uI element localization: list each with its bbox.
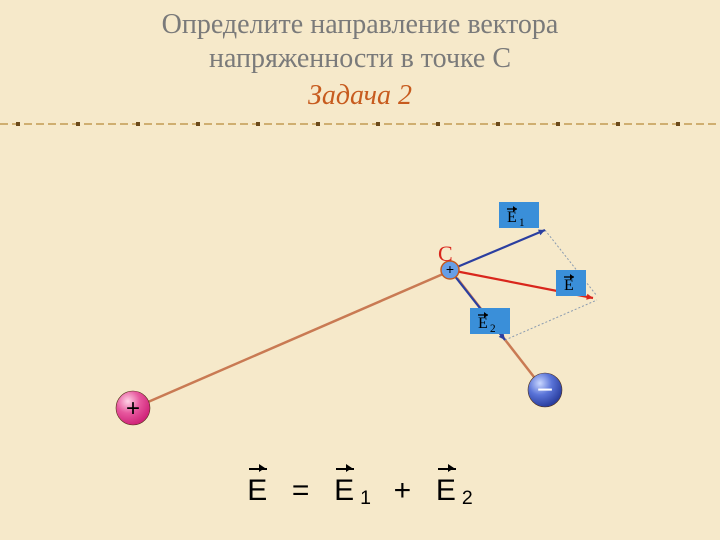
- svg-text:E: E: [478, 315, 488, 332]
- svg-text:+: +: [126, 395, 140, 422]
- eq-plus: +: [394, 474, 414, 507]
- eq-sub2: 2: [460, 487, 475, 509]
- svg-text:E: E: [564, 277, 574, 294]
- svg-text:С: С: [438, 241, 453, 266]
- eq-equals: =: [292, 474, 312, 507]
- eq-E: E: [245, 474, 271, 508]
- title-line2: напряженности в точке С: [209, 43, 511, 74]
- svg-text:−: −: [537, 374, 553, 405]
- page-title: Определите направление вектора напряженн…: [0, 8, 720, 75]
- svg-text:2: 2: [490, 323, 496, 335]
- eq-sub1: 1: [358, 487, 373, 509]
- eq-E2: E: [434, 474, 460, 508]
- subtitle-text: Задача 2: [308, 80, 412, 111]
- svg-text:1: 1: [519, 217, 525, 229]
- subtitle: Задача 2: [0, 80, 720, 112]
- equation: E = E1 + E2: [0, 474, 720, 510]
- ornamental-divider: [0, 118, 720, 130]
- title-line1: Определите направление вектора: [162, 9, 559, 40]
- eq-E1: E: [332, 474, 358, 508]
- svg-text:E: E: [507, 209, 517, 226]
